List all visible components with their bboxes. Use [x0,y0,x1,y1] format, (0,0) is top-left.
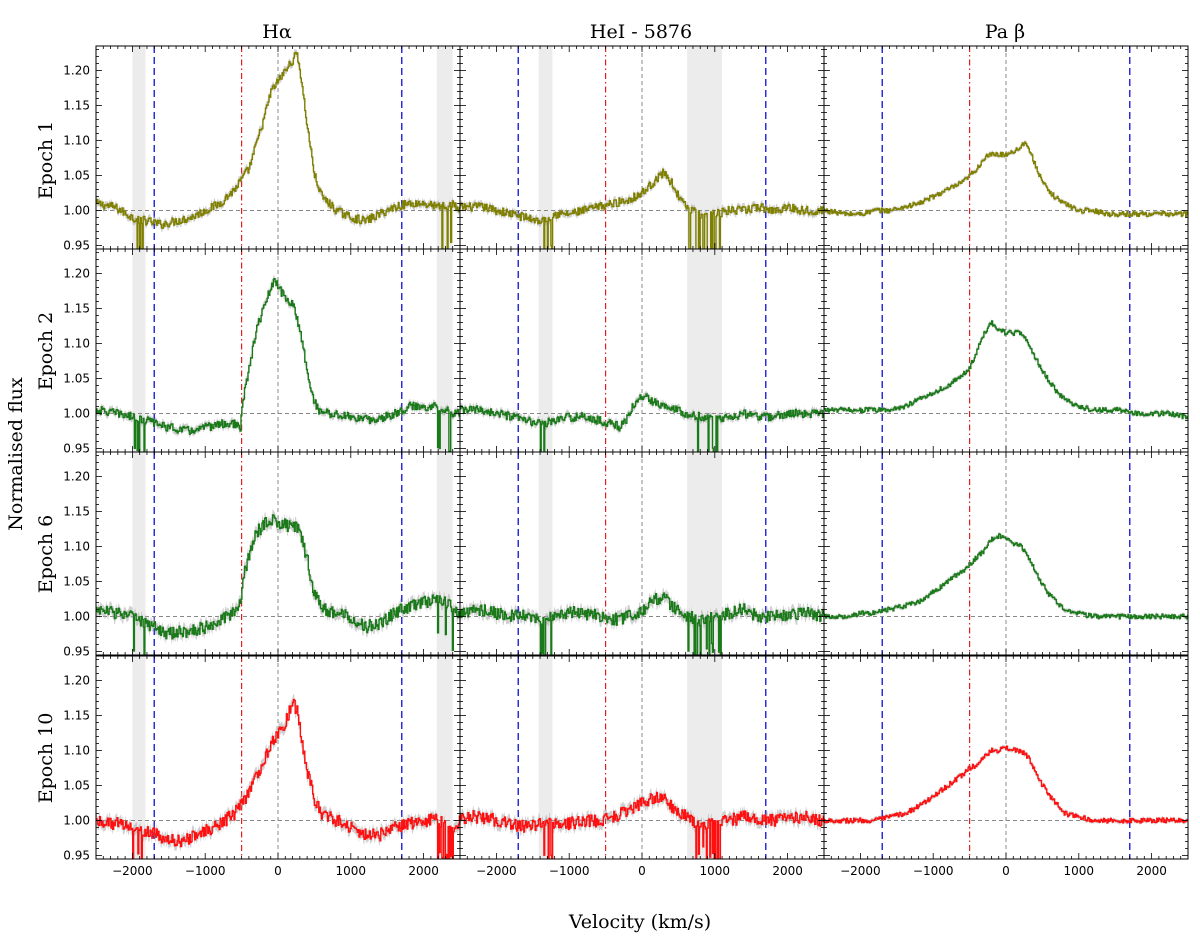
spectrum-line [460,592,824,655]
y-tick-label: 1.05 [63,575,90,589]
y-tick-label: 1.20 [63,470,90,484]
x-tick-label: 2000 [772,864,803,878]
y-tick-label: 1.00 [63,814,90,828]
masked-band [132,656,146,859]
y-tick-label: 1.10 [63,337,90,351]
y-tick-label: 0.95 [63,849,90,863]
y-tick-label: 0.95 [63,645,90,659]
masked-band [132,452,146,655]
y-tick-label: 1.15 [63,99,90,113]
panel-1-2 [459,45,825,250]
column-title-3: Pa β [985,21,1025,43]
x-tick-label: 0 [1002,864,1010,878]
panel-content [96,249,460,452]
spectrum-line [460,393,824,452]
spectrum-line [460,791,824,859]
y-tick-label: 1.00 [63,204,90,218]
spectrum-line [824,141,1188,218]
x-tick-label: −2000 [476,864,517,878]
x-tick-label: −1000 [549,864,590,878]
y-tick-label: 1.10 [63,134,90,148]
x-tick-label: 0 [274,864,282,878]
masked-band [436,46,453,249]
y-tick-label: 1.20 [63,267,90,281]
panel-4-2: −2000 −1000 0 1000 2000 [459,655,825,878]
panel-2-2 [459,248,825,453]
x-tick-label: −1000 [185,864,226,878]
y-tick-label: 1.10 [63,744,90,758]
y-tick-label: 0.95 [63,442,90,456]
masked-band [436,656,453,859]
masked-band [538,46,553,249]
spectrum-line [824,533,1188,620]
masked-band [538,452,553,655]
panel-1-1: 0.95 1.00 1.05 1.10 1.15 1.20 [63,45,461,253]
y-tick-label: 1.05 [63,779,90,793]
spectrum-line [96,51,460,249]
y-tick-label: 0.95 [63,239,90,253]
panel-content [96,46,460,249]
x-tick-label: −1000 [913,864,954,878]
panel-content [96,656,460,859]
row-label-4: Epoch 10 [35,713,57,804]
panel-2-3 [823,248,1189,453]
panel-3-2 [459,451,825,656]
masked-band [436,249,453,452]
y-axis-label: Normalised flux [5,377,27,531]
y-tick-label: 1.15 [63,302,90,316]
row-label-1: Epoch 1 [35,121,57,199]
spectrum-line [96,278,460,452]
panel-3-3 [823,451,1189,656]
y-tick-label: 1.15 [63,505,90,519]
panel-content [824,249,1188,452]
panel-3-1: 0.95 1.00 1.05 1.10 1.15 1.20 [63,451,461,659]
panel-content [460,656,824,859]
y-tick-label: 1.00 [63,407,90,421]
panel-content [824,452,1188,655]
row-label-2: Epoch 2 [35,312,57,390]
spectrum-line [824,745,1188,824]
x-tick-label: 2000 [1136,864,1167,878]
panel-content [96,452,460,655]
x-tick-label: 1000 [336,864,367,878]
masked-band [538,656,553,859]
x-tick-label: 0 [638,864,646,878]
spectrum-line [96,698,460,859]
panels: 0.95 1.00 1.05 1.10 1.15 1.20 0.95 1.00 1.05 1.10… [63,45,1189,878]
column-title-1: Hα [262,21,292,43]
y-tick-label: 1.05 [63,169,90,183]
y-tick-label: 1.00 [63,610,90,624]
x-tick-label: 1000 [1064,864,1095,878]
y-tick-label: 1.15 [63,709,90,723]
panel-content [824,46,1188,249]
panel-content [460,452,824,655]
x-tick-label: 2000 [408,864,439,878]
spectrum-line [460,168,824,249]
masked-band [132,46,146,249]
y-tick-label: 1.10 [63,540,90,554]
panel-4-3: −2000 −1000 0 1000 2000 [823,655,1189,878]
panel-content [460,249,824,452]
x-tick-label: −2000 [112,864,153,878]
y-tick-label: 1.20 [63,674,90,688]
y-tick-label: 1.05 [63,372,90,386]
x-axis-label: Velocity (km/s) [568,911,711,933]
y-tick-label: 1.20 [63,64,90,78]
column-title-2: HeI - 5876 [590,21,692,43]
x-tick-label: −2000 [840,864,881,878]
panel-4-1: 0.95 1.00 1.05 1.10 1.15 1.20 −2000 −1000 0 1000 2… [63,655,461,878]
x-tick-label: 1000 [700,864,731,878]
masked-band [538,249,553,452]
masked-band [132,249,146,452]
spectrum-line [824,320,1188,420]
row-label-3: Epoch 6 [35,515,57,593]
panel-content [460,46,824,249]
panel-2-1: 0.95 1.00 1.05 1.10 1.15 1.20 [63,248,461,456]
spectrum-line [96,514,460,655]
panel-content [824,656,1188,859]
